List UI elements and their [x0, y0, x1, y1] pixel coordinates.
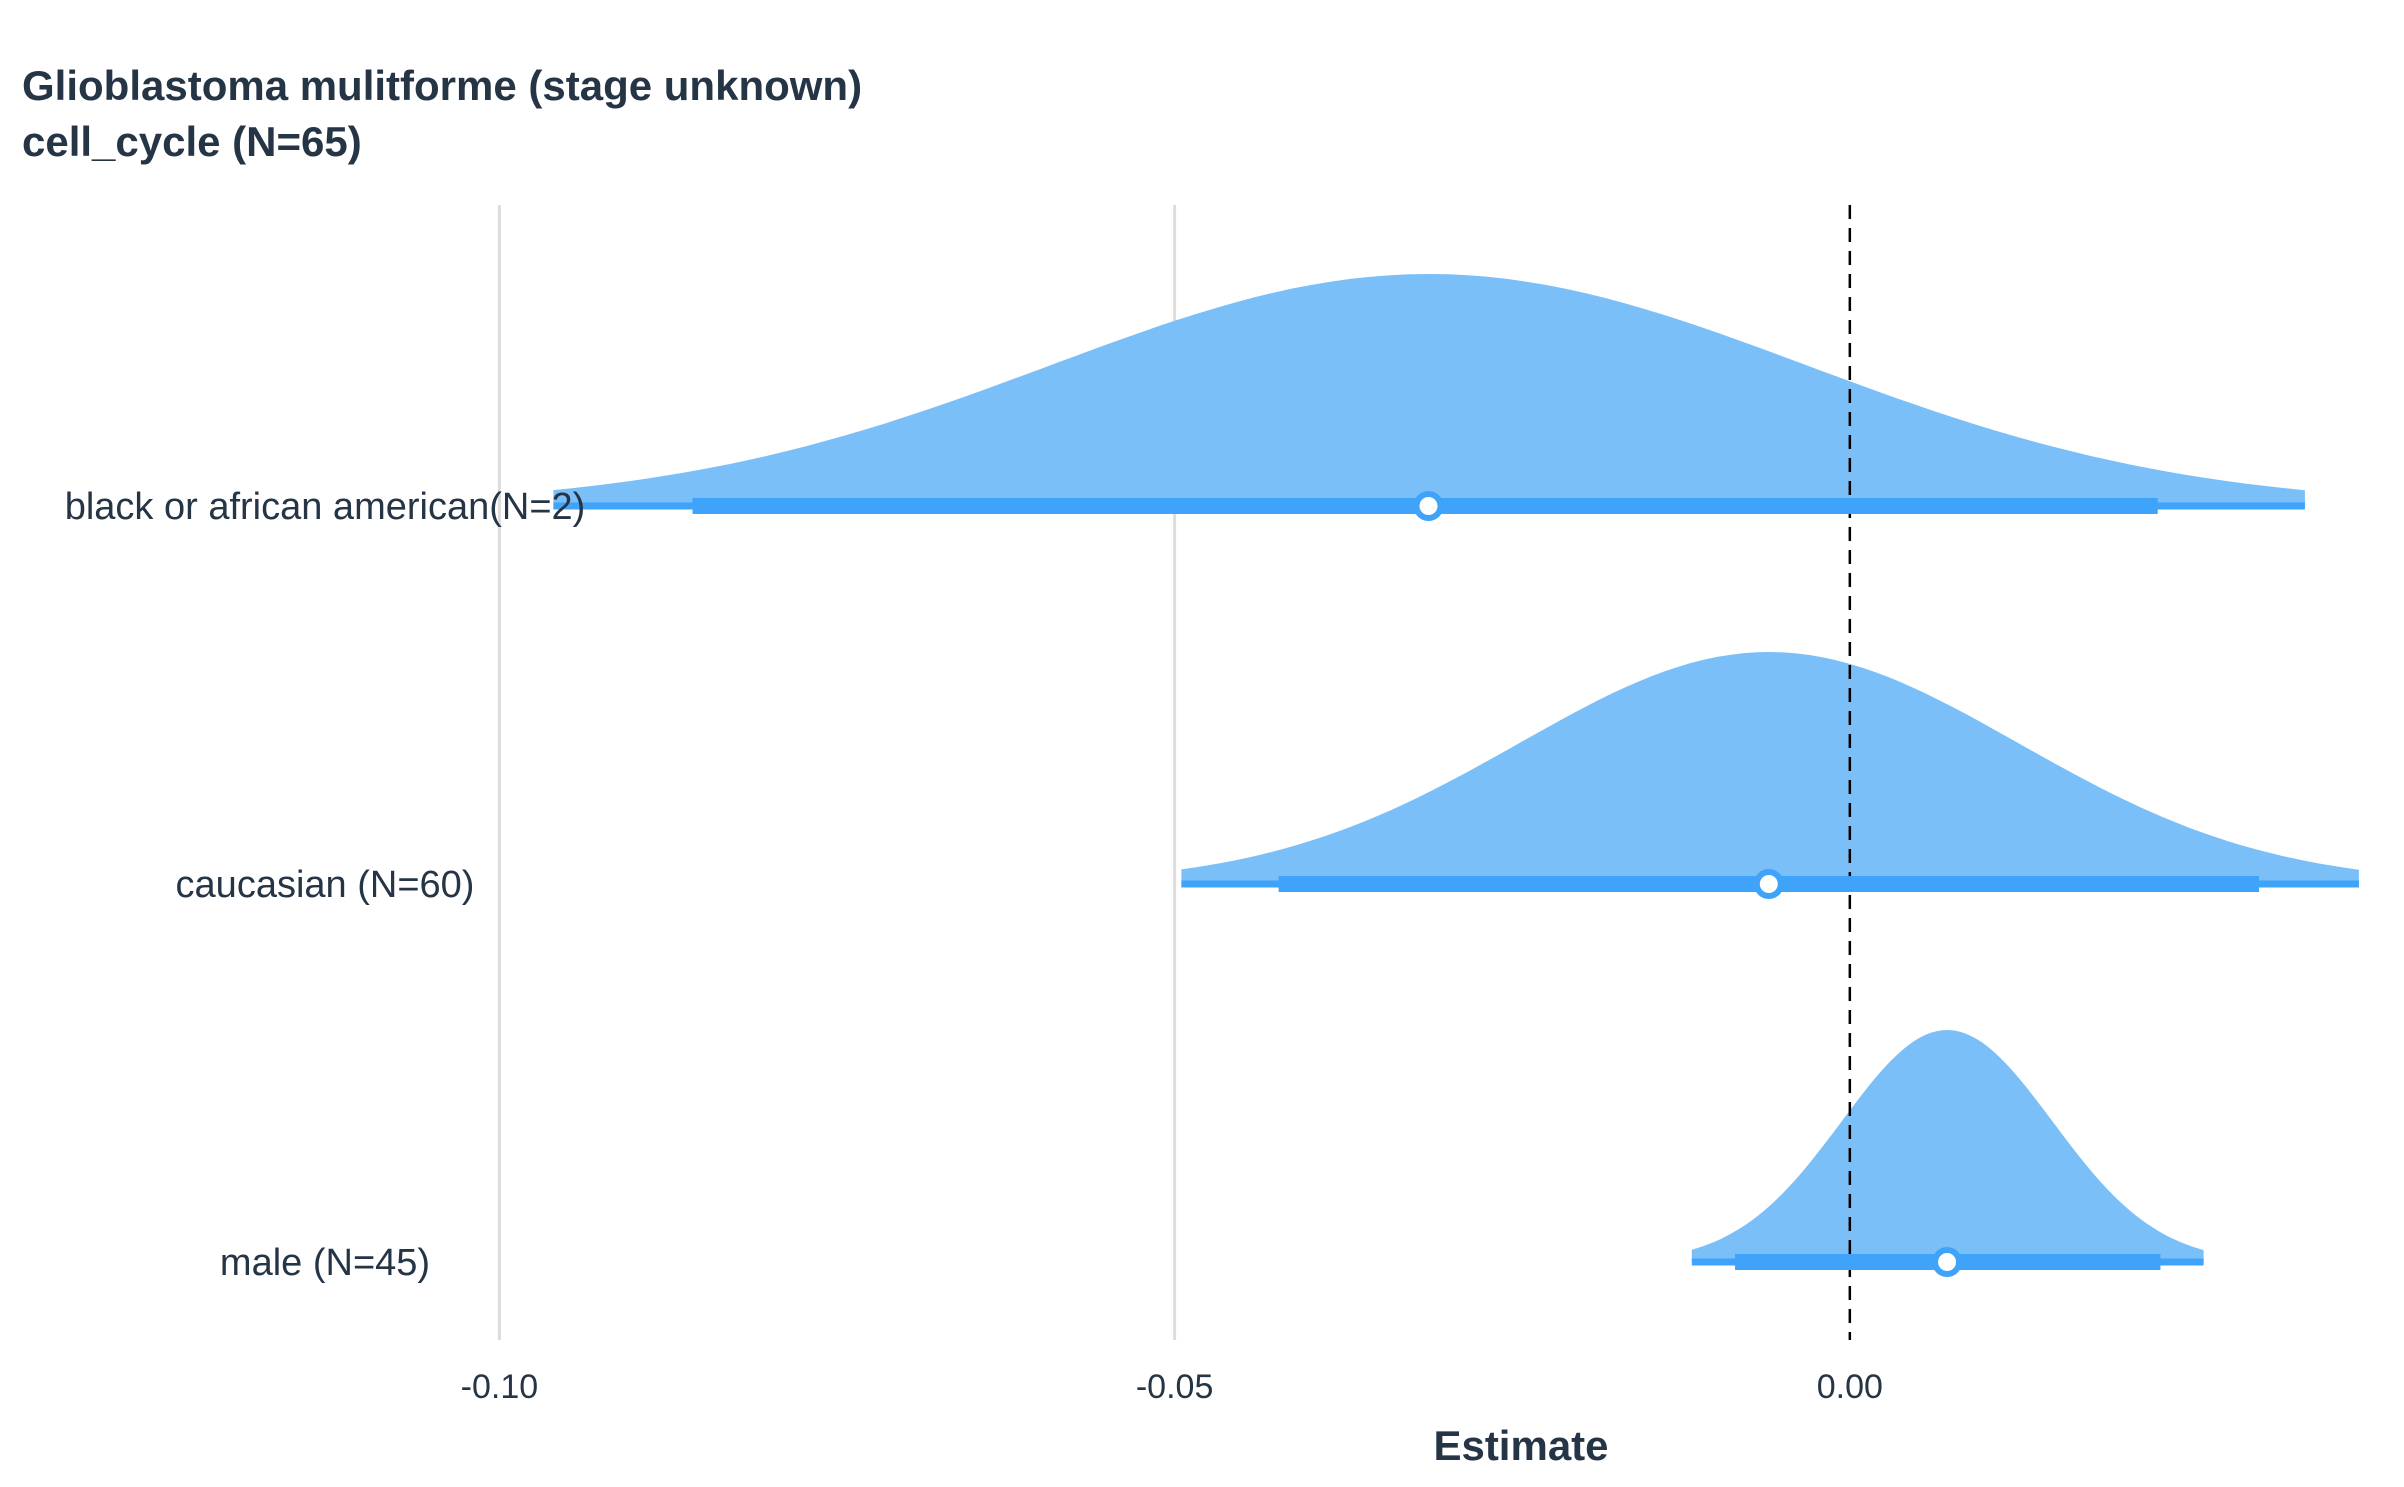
x-axis-ticks: -0.10 -0.05 0.00 [461, 1368, 1883, 1406]
category-label-caucasian-n-60: caucasian (N=60) [176, 864, 475, 906]
category-labels: black or african american(N=2) caucasian … [65, 486, 586, 1284]
density-caucasian-n-60 [1181, 652, 2359, 884]
x-tick-label-0-05: -0.05 [1136, 1368, 1214, 1406]
x-tick-label-0-10: -0.10 [461, 1368, 539, 1406]
point-estimate-caucasian-n-60 [1753, 869, 1784, 899]
x-axis-title: Estimate [1433, 1422, 1608, 1469]
category-label-black-or-african-american-n-2: black or african american(N=2) [65, 486, 586, 528]
category-label-male-n-45: male (N=45) [220, 1242, 430, 1284]
density-black-or-african-american-n-2 [553, 274, 2305, 506]
chart-title-line-1: Glioblastoma mulitforme (stage unknown) [22, 62, 862, 109]
x-tick-label-0-00: 0.00 [1817, 1368, 1883, 1406]
chart-title: Glioblastoma mulitforme (stage unknown) … [22, 62, 862, 165]
density-layer [553, 274, 2359, 1262]
point-estimate-male-n-45 [1932, 1247, 1963, 1277]
point-estimate-black-or-african-american-n-2 [1413, 491, 1444, 521]
density-male-n-45 [1691, 1030, 2204, 1262]
interval-layer [553, 491, 2359, 1277]
chart-title-line-2: cell_cycle (N=65) [22, 118, 362, 165]
